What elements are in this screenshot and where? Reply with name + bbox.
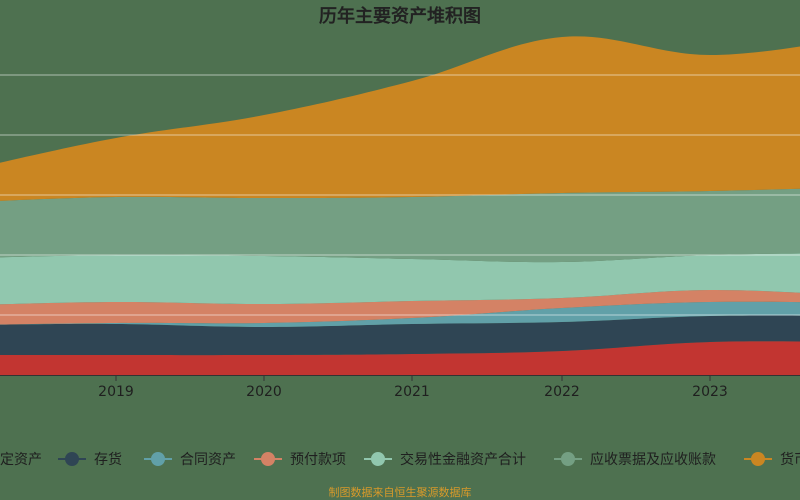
legend-label: 固定资产	[0, 452, 42, 468]
legend-item-4[interactable]: 交易性金融资产合计	[364, 451, 526, 468]
legend-label: 合同资产	[180, 452, 236, 468]
legend-marker	[751, 452, 765, 466]
x-tick-label: 2021	[394, 384, 430, 400]
x-tick-label: 2023	[692, 384, 728, 400]
legend-item-2[interactable]: 合同资产	[144, 452, 236, 468]
legend-item-0[interactable]: 固定资产	[0, 452, 42, 468]
footer-note: 制图数据来自恒生聚源数据库	[329, 485, 472, 499]
legend-label: 货币资金	[780, 451, 800, 468]
area-series-4	[0, 253, 800, 305]
legend-marker	[561, 452, 575, 466]
x-tick-label: 2019	[98, 384, 134, 400]
legend-marker	[65, 452, 79, 466]
area-series-2	[0, 301, 800, 327]
legend-marker	[151, 452, 165, 466]
legend-item-6[interactable]: 货币资金	[744, 451, 800, 468]
area-series-6	[0, 36, 800, 201]
area-series-0	[0, 341, 800, 376]
legend-label: 交易性金融资产合计	[400, 451, 526, 468]
legend: 固定资产 存货 合同资产 预付款项 交易性金融资产合计 应收票据及应收账款 货币资金	[0, 451, 800, 468]
legend-item-3[interactable]: 预付款项	[254, 452, 346, 468]
legend-marker	[261, 452, 275, 466]
legend-label: 存货	[94, 451, 122, 468]
legend-marker	[371, 452, 385, 466]
chart-title: 历年主要资产堆积图	[319, 5, 481, 27]
area-series-5	[0, 188, 800, 263]
x-tick-label: 2022	[544, 384, 580, 400]
legend-item-1[interactable]: 存货	[58, 451, 122, 468]
grid-lines	[0, 74, 800, 316]
area-series-1	[0, 315, 800, 356]
plot-area	[0, 36, 800, 376]
legend-label: 应收票据及应收账款	[590, 451, 716, 468]
area-series-3	[0, 289, 800, 325]
legend-item-5[interactable]: 应收票据及应收账款	[554, 451, 716, 468]
legend-label: 预付款项	[290, 452, 346, 468]
x-axis: 2019 2020 2021 2022 2023	[0, 375, 800, 400]
x-tick-label: 2020	[246, 384, 282, 400]
